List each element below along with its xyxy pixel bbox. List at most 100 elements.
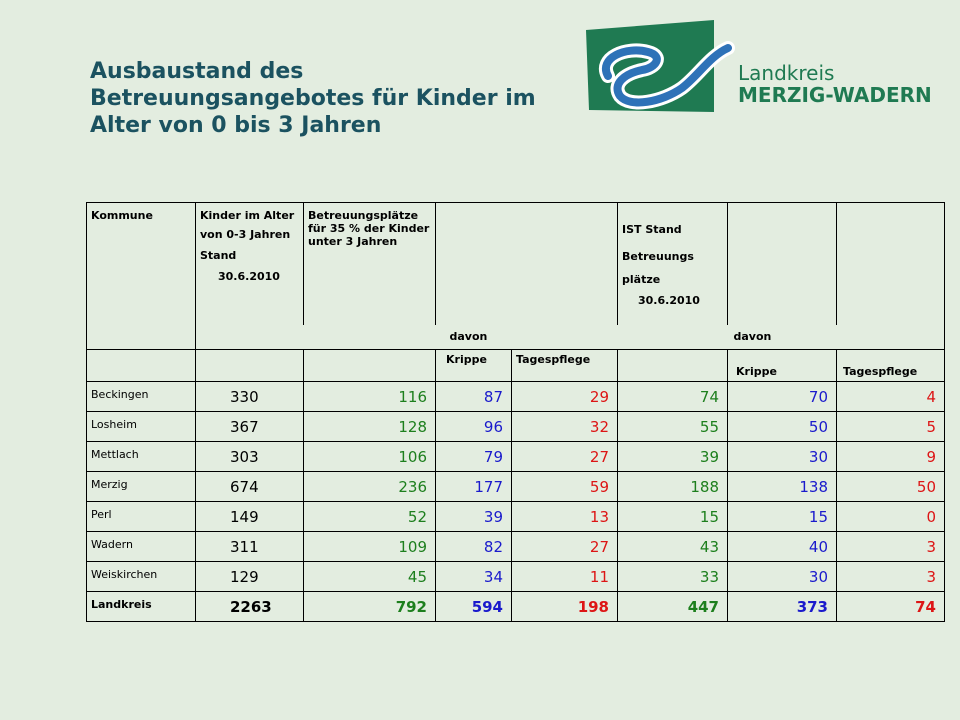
row-kinder: 330	[195, 381, 304, 412]
subheader-empty-2	[195, 349, 304, 382]
row-ist-krippe: 40	[727, 531, 837, 562]
row-plaetze: 109	[303, 531, 436, 562]
data-table: Kommune Kinder im Alter von 0-3 Jahren S…	[86, 202, 945, 622]
row-name: Landkreis	[86, 591, 196, 622]
row-ist-krippe: 373	[727, 591, 837, 622]
row-ist-tagespflege: 0	[836, 501, 945, 532]
row-kinder: 149	[195, 501, 304, 532]
row-plaetze: 116	[303, 381, 436, 412]
title-line-1: Ausbaustand des	[90, 59, 304, 84]
row-tagespflege: 59	[511, 471, 618, 502]
row-name: Merzig	[86, 471, 196, 502]
row-plaetze: 792	[303, 591, 436, 622]
row-kinder: 311	[195, 531, 304, 562]
row-kinder: 129	[195, 561, 304, 592]
header-spacer-6	[836, 324, 945, 350]
header-spacer-4	[511, 324, 618, 350]
header-spacer-5	[617, 324, 728, 350]
row-ist: 33	[617, 561, 728, 592]
row-plaetze: 128	[303, 411, 436, 442]
header-empty-4	[836, 202, 945, 325]
row-krippe: 34	[435, 561, 512, 592]
row-name: Wadern	[86, 531, 196, 562]
title-line-2: Betreuungsangebotes für Kinder im	[90, 86, 536, 111]
header-empty-1	[435, 202, 512, 325]
tagespflege-label-1: Tagespflege	[511, 349, 618, 382]
row-ist-krippe: 15	[727, 501, 837, 532]
header-ist-stand: IST Stand Betreuungs plätze 30.6.2010	[617, 202, 728, 325]
row-name: Weiskirchen	[86, 561, 196, 592]
row-ist-tagespflege: 9	[836, 441, 945, 472]
tagespflege-label-2: Tagespflege	[836, 349, 945, 382]
table-row: Mettlach 303 106 79 27 39 30 9	[86, 441, 945, 472]
row-ist-tagespflege: 3	[836, 561, 945, 592]
table-row: Beckingen 330 116 87 29 74 70 4	[86, 381, 945, 412]
header-empty-2	[511, 202, 618, 325]
row-kinder: 674	[195, 471, 304, 502]
title-line-3: Alter von 0 bis 3 Jahren	[90, 113, 382, 138]
davon-label-1: davon	[435, 324, 512, 350]
row-name: Beckingen	[86, 381, 196, 412]
table-row: Merzig 674 236 177 59 188 138 50	[86, 471, 945, 502]
row-plaetze: 45	[303, 561, 436, 592]
row-ist-tagespflege: 3	[836, 531, 945, 562]
logo-line-2: MERZIG-WADERN	[738, 83, 932, 107]
row-ist-krippe: 50	[727, 411, 837, 442]
row-ist: 43	[617, 531, 728, 562]
header-empty-3	[727, 202, 837, 325]
row-krippe: 79	[435, 441, 512, 472]
row-ist-tagespflege: 5	[836, 411, 945, 442]
logo-line-1: Landkreis	[738, 61, 835, 85]
row-tagespflege: 32	[511, 411, 618, 442]
row-krippe: 82	[435, 531, 512, 562]
row-ist: 15	[617, 501, 728, 532]
row-tagespflege: 198	[511, 591, 618, 622]
row-ist-tagespflege: 50	[836, 471, 945, 502]
row-krippe: 594	[435, 591, 512, 622]
table-row: Losheim 367 128 96 32 55 50 5	[86, 411, 945, 442]
logo-text: Landkreis MERZIG-WADERN	[738, 62, 932, 106]
landkreis-logo	[586, 20, 735, 112]
header-plaetze: Betreuungsplätze für 35 % der Kinder unt…	[303, 202, 436, 325]
davon-label-2: davon	[727, 324, 837, 350]
row-krippe: 96	[435, 411, 512, 442]
page-title: Ausbaustand des Betreuungsangebotes für …	[90, 58, 590, 139]
row-ist-krippe: 30	[727, 561, 837, 592]
row-kinder: 303	[195, 441, 304, 472]
row-plaetze: 106	[303, 441, 436, 472]
row-name: Losheim	[86, 411, 196, 442]
header-kinder: Kinder im Alter von 0-3 Jahren Stand 30.…	[195, 202, 304, 325]
row-krippe: 177	[435, 471, 512, 502]
subheader-empty-4	[617, 349, 728, 382]
row-name: Perl	[86, 501, 196, 532]
header-spacer-1	[86, 324, 196, 350]
row-tagespflege: 11	[511, 561, 618, 592]
table-row: Wadern 311 109 82 27 43 40 3	[86, 531, 945, 562]
table-row: Perl 149 52 39 13 15 15 0	[86, 501, 945, 532]
row-tagespflege: 13	[511, 501, 618, 532]
row-ist-krippe: 138	[727, 471, 837, 502]
row-ist-krippe: 30	[727, 441, 837, 472]
row-kinder: 367	[195, 411, 304, 442]
total-row: Landkreis 2263 792 594 198 447 373 74	[86, 591, 945, 622]
krippe-label-2: Krippe	[727, 349, 837, 382]
row-krippe: 39	[435, 501, 512, 532]
row-plaetze: 52	[303, 501, 436, 532]
header-kommune: Kommune	[86, 202, 196, 325]
krippe-label-1: Krippe	[435, 349, 512, 382]
row-ist-tagespflege: 4	[836, 381, 945, 412]
row-ist: 447	[617, 591, 728, 622]
row-tagespflege: 27	[511, 531, 618, 562]
table-row: Weiskirchen 129 45 34 11 33 30 3	[86, 561, 945, 592]
row-ist-krippe: 70	[727, 381, 837, 412]
row-ist: 39	[617, 441, 728, 472]
row-kinder: 2263	[195, 591, 304, 622]
row-krippe: 87	[435, 381, 512, 412]
row-name: Mettlach	[86, 441, 196, 472]
row-ist-tagespflege: 74	[836, 591, 945, 622]
row-plaetze: 236	[303, 471, 436, 502]
header-spacer-2	[195, 324, 304, 350]
header-spacer-3	[303, 324, 436, 350]
row-ist: 55	[617, 411, 728, 442]
row-ist: 74	[617, 381, 728, 412]
